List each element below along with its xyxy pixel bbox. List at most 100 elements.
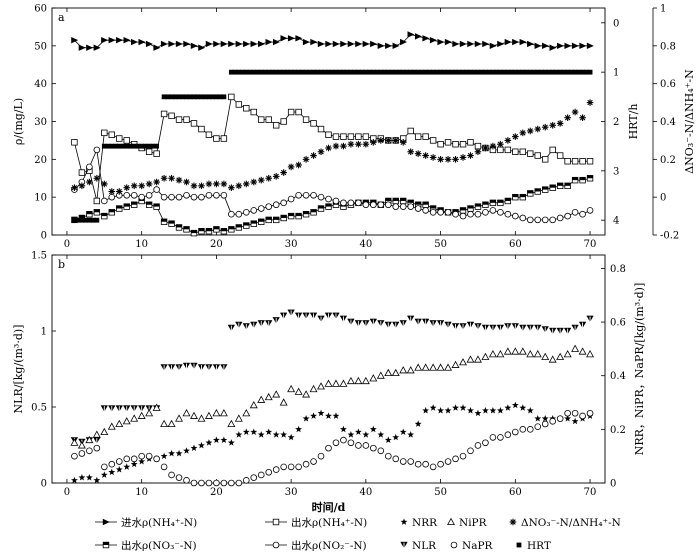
hrt-point — [247, 69, 253, 75]
marker-fill — [153, 203, 160, 207]
data-point — [302, 312, 310, 319]
hrt-point — [430, 69, 436, 75]
asterisk-stroke — [505, 137, 511, 144]
data-point — [183, 226, 190, 233]
data-point — [556, 415, 564, 422]
asterisk-stroke — [183, 179, 190, 185]
data-point — [422, 460, 429, 468]
hrt-point — [438, 69, 443, 75]
data-point — [459, 452, 467, 460]
data-point — [213, 135, 220, 142]
asterisk-stroke — [265, 175, 272, 181]
data-point — [362, 40, 370, 48]
data-point — [534, 415, 542, 422]
x-tick-label: 60 — [509, 239, 522, 250]
data-point — [85, 435, 94, 444]
hrt-point — [199, 94, 204, 100]
asterisk-stroke — [510, 519, 516, 525]
hrt-point — [191, 94, 197, 100]
data-point — [295, 161, 302, 169]
data-point — [347, 40, 355, 48]
data-point — [541, 420, 549, 428]
data-point — [474, 442, 482, 449]
legend-item-square-filled: HRT — [516, 540, 551, 552]
data-point — [325, 195, 332, 203]
data-point — [339, 379, 348, 387]
data-point — [265, 116, 272, 123]
data-point — [571, 108, 579, 116]
y-axis-left-title: ρ/(mg/L) — [12, 98, 25, 145]
data-point — [571, 176, 579, 184]
data-point — [280, 214, 287, 222]
hrt-point — [169, 94, 174, 100]
data-point — [250, 178, 258, 186]
y-tick-label: 0 — [41, 231, 47, 242]
marker-fill — [228, 226, 235, 230]
marker-fill — [303, 211, 309, 215]
data-point — [436, 363, 445, 371]
y-axis-ratio-title: ΔNO₃⁻-N/ΔNH₄⁺-N — [683, 69, 696, 174]
hrt-point — [419, 69, 425, 75]
data-point — [474, 409, 482, 417]
data-point — [198, 228, 205, 235]
data-point — [556, 214, 564, 222]
data-point — [183, 191, 190, 199]
data-point — [168, 193, 175, 201]
data-point — [519, 129, 527, 137]
data-point — [265, 38, 273, 46]
hrt-point — [255, 69, 260, 75]
hrt-point — [512, 69, 518, 75]
data-point — [190, 182, 198, 190]
asterisk-stroke — [564, 114, 571, 121]
marker-fill — [131, 201, 138, 205]
data-point — [228, 226, 235, 233]
data-point — [437, 320, 444, 327]
data-point — [340, 199, 347, 207]
data-point — [407, 148, 415, 156]
data-point — [168, 449, 175, 457]
data-point — [145, 191, 153, 199]
data-point — [467, 40, 475, 48]
data-point — [280, 169, 287, 176]
data-point — [362, 140, 370, 148]
hrt-point — [180, 94, 186, 100]
y-axis-ratio: -0.2 0 0.2 0.4 0.6 0.8 1 ΔNO₃⁻-N/ΔNH₄⁺-N — [652, 4, 696, 242]
asterisk-stroke — [348, 141, 354, 147]
data-point — [287, 163, 295, 171]
legend-marker — [102, 518, 110, 526]
marker-fill — [236, 224, 242, 228]
hrt-point — [441, 69, 447, 75]
data-point — [384, 201, 392, 209]
data-point — [325, 40, 333, 48]
data-point — [213, 191, 220, 199]
data-point — [571, 344, 580, 352]
data-point — [474, 142, 482, 150]
data-point — [579, 114, 586, 122]
data-point — [325, 444, 332, 452]
data-point — [295, 312, 303, 319]
data-point — [489, 434, 497, 441]
data-point — [228, 93, 235, 101]
data-point — [123, 405, 131, 412]
data-point — [586, 175, 594, 182]
x-tick-label: 50 — [434, 239, 447, 250]
series-nlr-b0 — [71, 309, 594, 446]
data-point — [280, 463, 287, 471]
asterisk-stroke — [378, 137, 384, 144]
data-point — [168, 220, 175, 227]
series-circle-open-b3 — [71, 409, 594, 487]
asterisk-stroke — [213, 181, 220, 187]
data-point — [564, 409, 571, 417]
data-point — [108, 188, 116, 195]
hrt-point — [389, 69, 395, 75]
x-tick-label: 40 — [359, 487, 372, 498]
data-point — [257, 205, 265, 212]
data-point — [160, 463, 168, 471]
data-point — [100, 405, 108, 412]
data-point — [347, 439, 355, 447]
data-point — [302, 460, 310, 468]
marker-fill — [557, 183, 563, 186]
data-point — [444, 321, 452, 329]
marker-fill — [206, 228, 212, 232]
x-tick-label: 10 — [135, 487, 148, 498]
